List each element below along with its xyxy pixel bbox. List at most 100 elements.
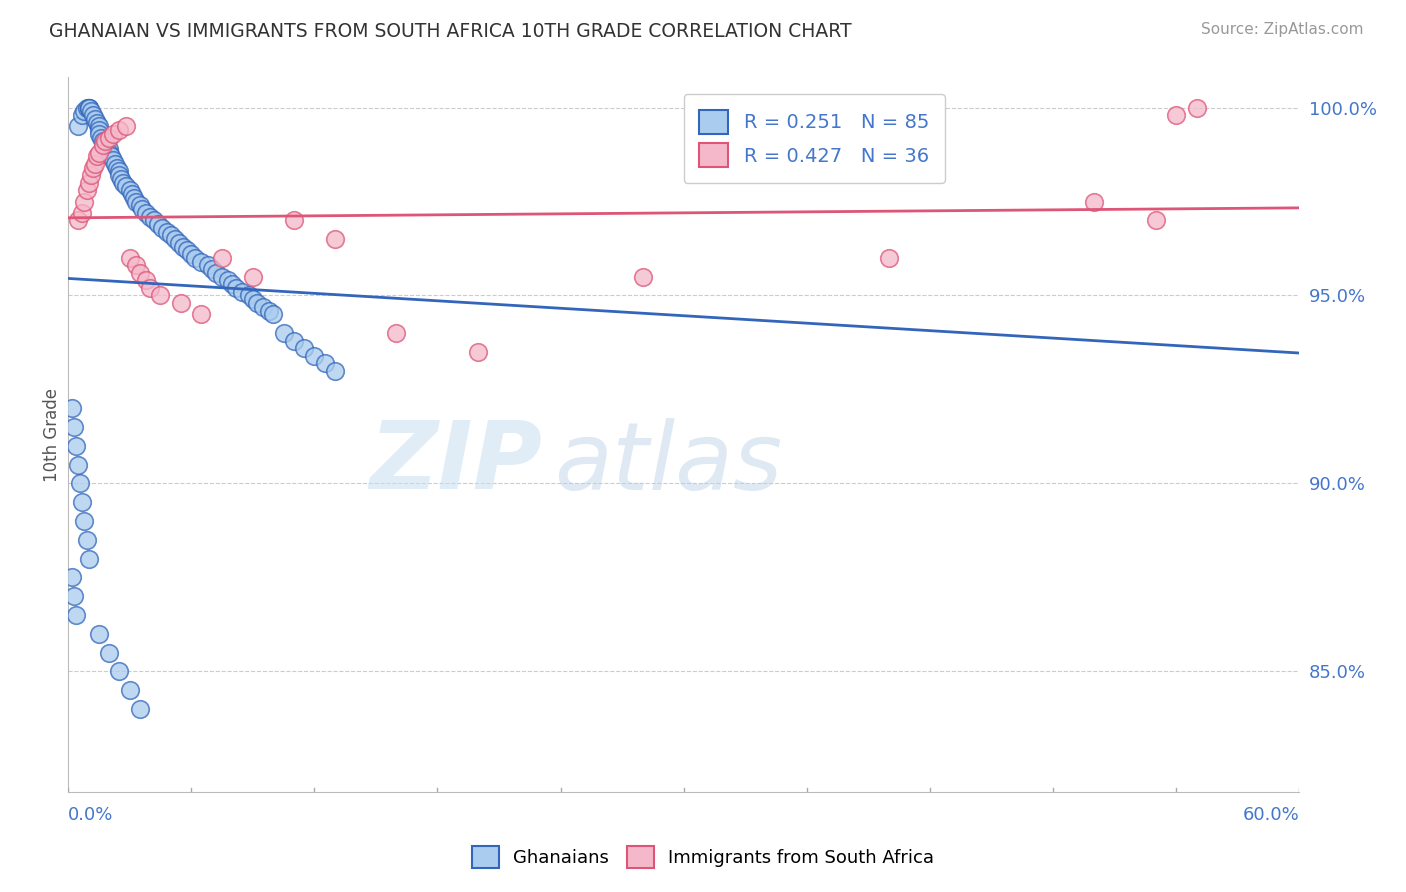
Point (105, 161, 128, 175)
Point (180, 247, 202, 261)
Point (60, 401, 83, 416)
Point (125, 259, 148, 273)
Point (103, 153, 125, 168)
Point (77, 176, 100, 190)
Point (76, 183, 98, 197)
Point (114, 179, 136, 194)
Point (184, 251, 207, 265)
Point (91, 134, 114, 148)
Point (108, 164, 131, 178)
Point (110, 172, 132, 186)
Point (83, 157, 105, 171)
Point (128, 266, 150, 280)
Text: atlas: atlas (554, 417, 783, 508)
Point (90, 130, 112, 145)
Point (1144, 213, 1167, 227)
Point (82, 161, 104, 175)
Point (190, 307, 212, 321)
Point (72, 495, 94, 509)
Point (87, 127, 110, 141)
Point (467, 344, 489, 359)
Point (221, 277, 243, 292)
Point (314, 356, 336, 370)
Point (87, 627, 110, 641)
Point (76, 101, 98, 115)
Point (86, 115, 108, 129)
Point (131, 202, 153, 216)
Point (87, 145, 110, 160)
Text: ZIP: ZIP (370, 417, 543, 509)
Point (139, 210, 162, 224)
Point (72, 108, 94, 122)
Point (94, 138, 117, 153)
Point (155, 225, 177, 239)
Point (1083, 194, 1105, 209)
Point (83, 112, 105, 126)
Point (69, 476, 91, 491)
Point (76, 533, 98, 547)
Point (225, 281, 247, 295)
Point (631, 269, 654, 284)
Point (231, 285, 253, 299)
Point (125, 194, 148, 209)
Point (323, 364, 346, 378)
Point (67, 213, 90, 227)
Point (242, 292, 264, 306)
Text: GHANAIAN VS IMMIGRANTS FROM SOUTH AFRICA 10TH GRADE CORRELATION CHART: GHANAIAN VS IMMIGRANTS FROM SOUTH AFRICA… (49, 22, 852, 41)
Point (197, 259, 219, 273)
Point (79, 168, 101, 182)
Point (118, 183, 141, 197)
Point (87, 120, 110, 134)
Point (79, 104, 101, 119)
Point (73, 194, 96, 209)
Point (1185, 101, 1208, 115)
Point (172, 239, 194, 253)
Point (252, 300, 274, 314)
Point (104, 157, 127, 171)
Point (246, 296, 269, 310)
Text: Source: ZipAtlas.com: Source: ZipAtlas.com (1201, 22, 1364, 37)
Point (152, 220, 174, 235)
Point (67, 120, 90, 134)
Point (201, 262, 224, 277)
Point (60, 570, 83, 584)
Point (139, 281, 162, 295)
Point (128, 702, 150, 716)
Point (86, 149, 108, 163)
Point (73, 514, 96, 528)
Point (77, 101, 100, 115)
Point (143, 213, 166, 227)
Point (103, 127, 125, 141)
Point (159, 228, 181, 243)
Point (292, 341, 315, 355)
Point (98, 130, 121, 145)
Point (121, 186, 143, 201)
Point (176, 244, 198, 258)
Point (118, 683, 141, 698)
Point (77, 551, 100, 566)
Point (163, 232, 186, 246)
Point (73, 104, 96, 119)
Point (148, 217, 170, 231)
Point (211, 269, 233, 284)
Point (170, 296, 193, 310)
Point (128, 198, 150, 212)
Point (118, 251, 141, 265)
Point (77, 101, 100, 115)
Point (149, 288, 172, 302)
Point (98, 646, 121, 660)
Point (67, 458, 90, 472)
Point (238, 288, 260, 302)
Point (63, 420, 86, 434)
Point (108, 665, 131, 679)
Point (273, 326, 295, 340)
Point (262, 307, 284, 321)
Point (112, 176, 135, 190)
Point (283, 213, 305, 227)
Point (323, 232, 346, 246)
Point (87, 123, 110, 137)
Point (217, 273, 239, 287)
Point (304, 349, 326, 363)
Point (108, 168, 131, 182)
Y-axis label: 10th Grade: 10th Grade (44, 388, 60, 482)
